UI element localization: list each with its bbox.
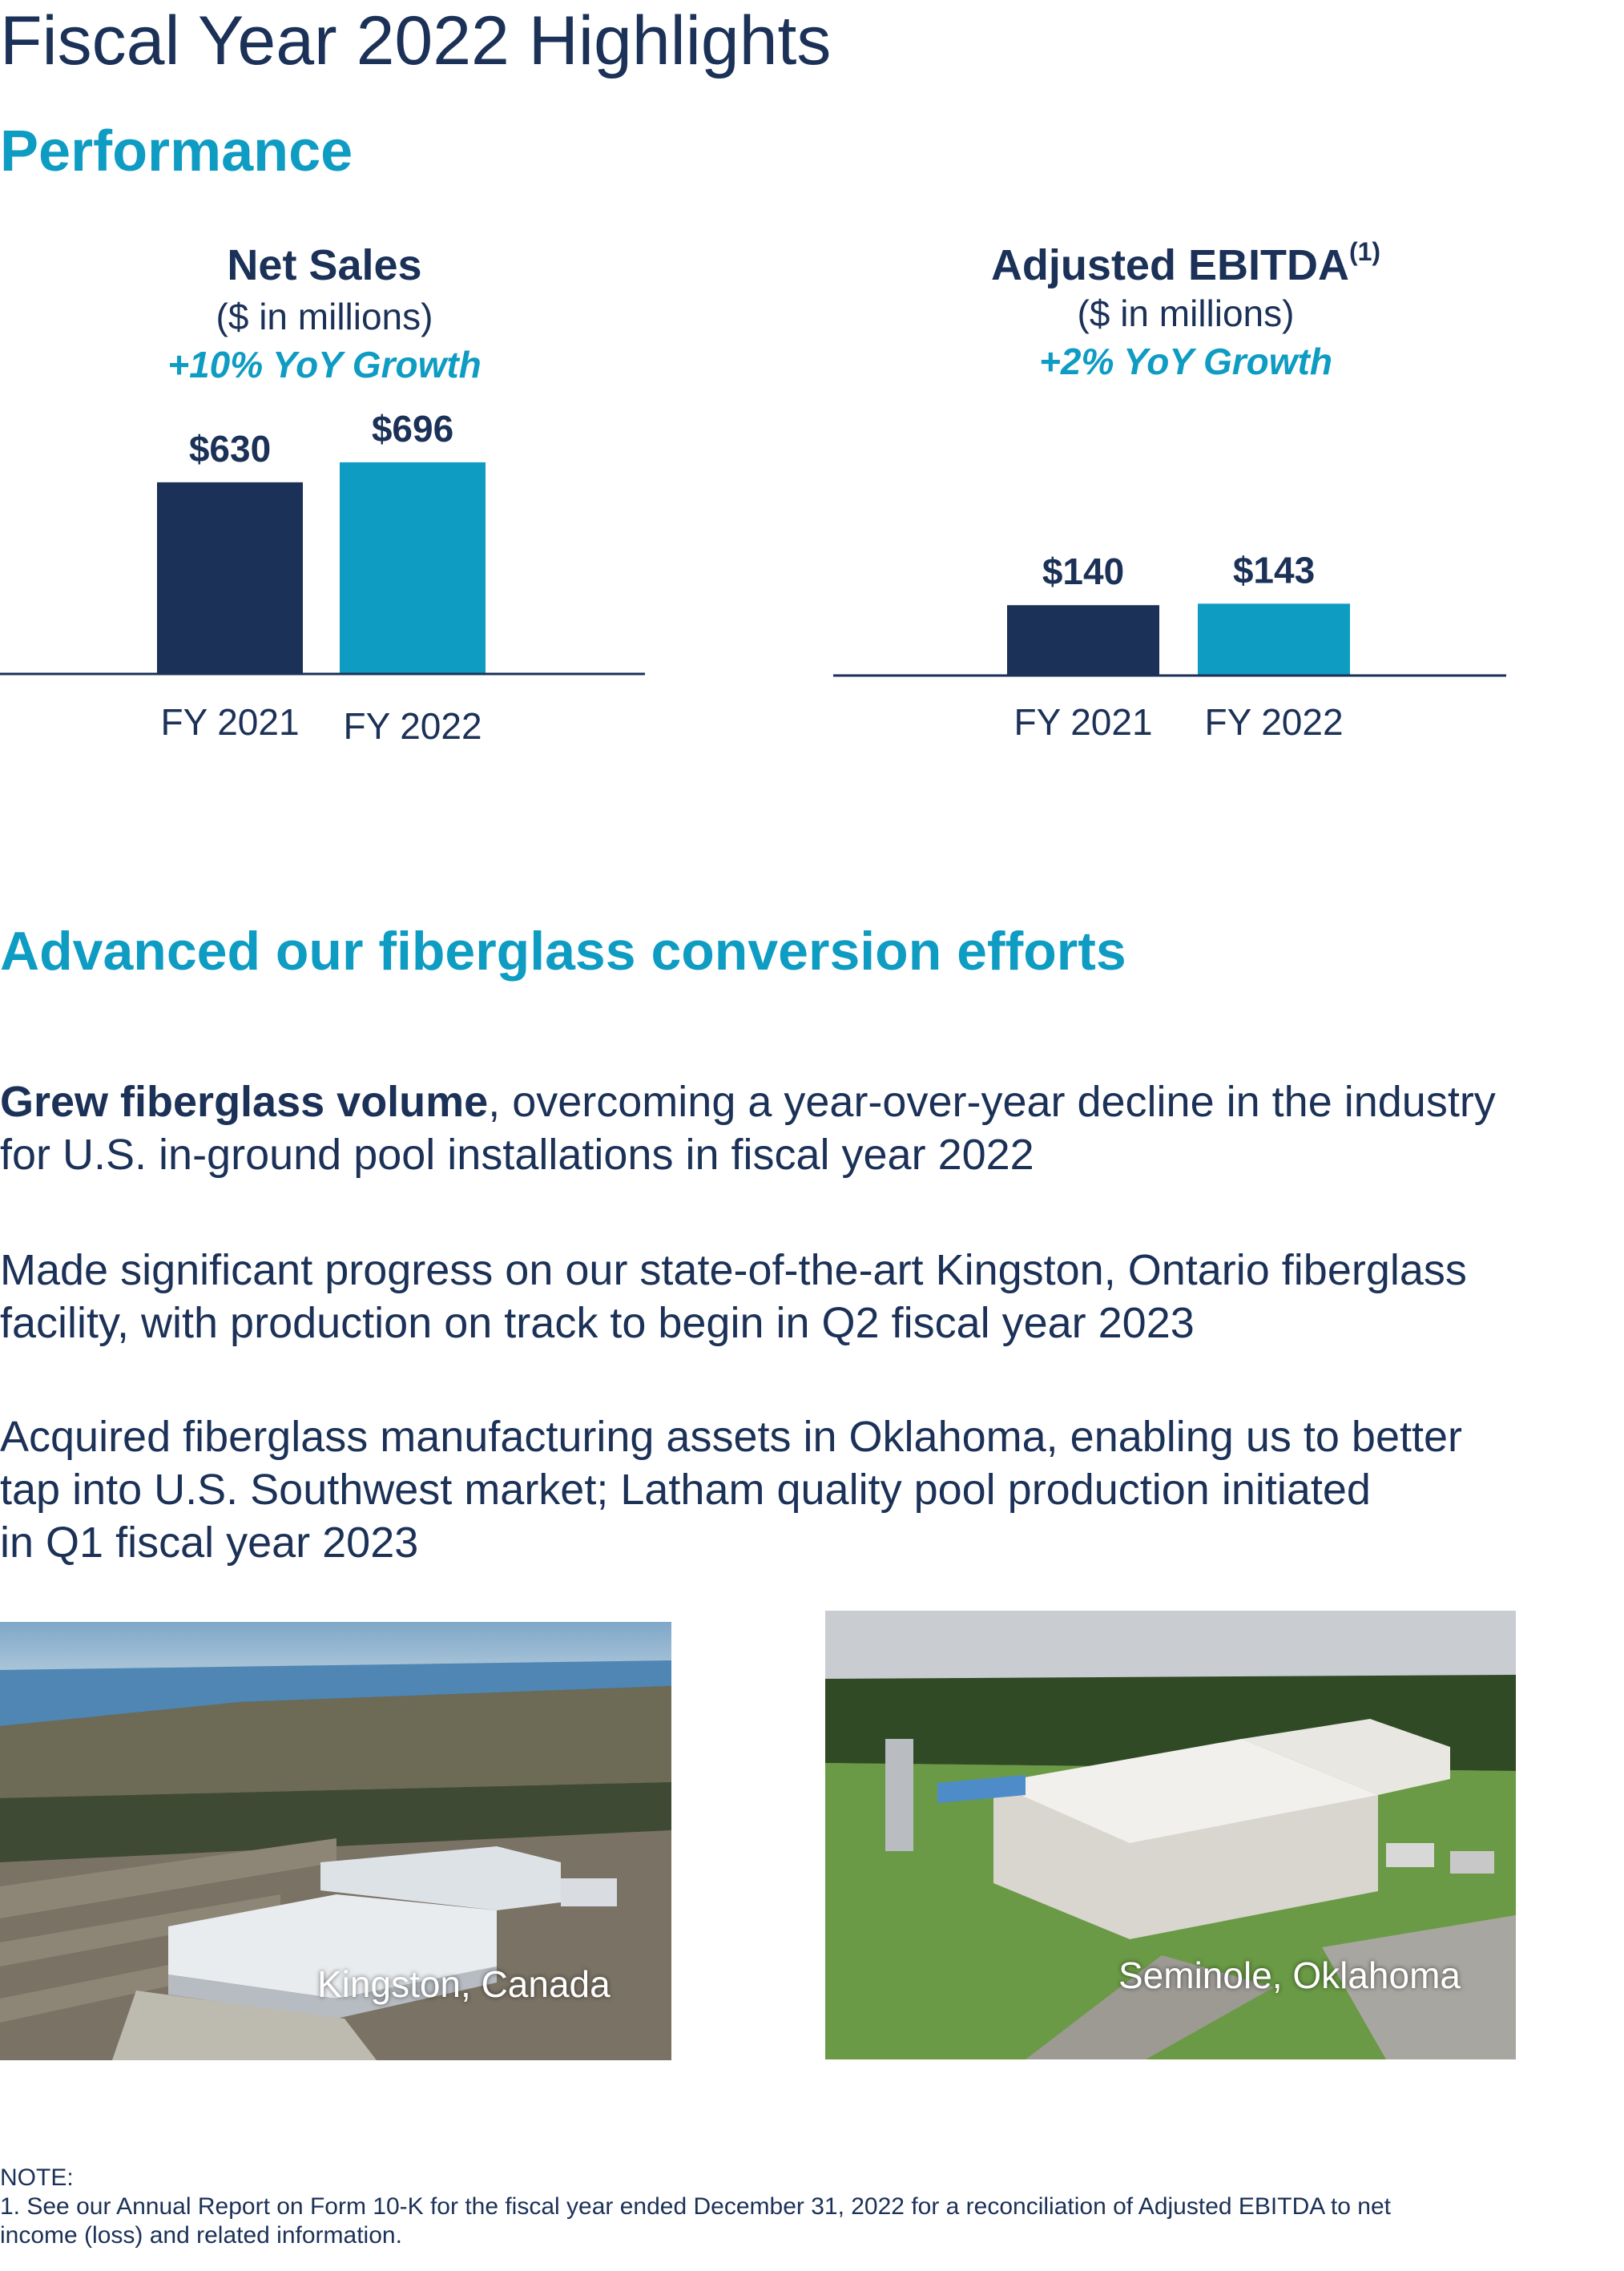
net-sales-title: Net Sales bbox=[227, 241, 422, 289]
note-label: NOTE: bbox=[0, 2164, 74, 2191]
bar-fy2021 bbox=[1007, 605, 1159, 675]
seminole-aerial-image bbox=[825, 1611, 1516, 2059]
tick-label-fy2022: FY 2022 bbox=[1204, 701, 1343, 743]
bullet-oklahoma-assets: Acquired fiberglass manufacturing assets… bbox=[0, 1413, 1463, 1567]
kingston-photo: Kingston, Canada bbox=[0, 1622, 671, 2060]
note-line-1: 1. See our Annual Report on Form 10-K fo… bbox=[0, 2193, 1391, 2220]
ebitda-footnote-ref: (1) bbox=[1348, 237, 1381, 266]
data-label-fy2022: $696 bbox=[372, 408, 453, 450]
bullet-kingston-progress: Made significant progress on our state-o… bbox=[0, 1246, 1467, 1347]
ebitda-chart: $140 $143 FY 2021 FY 2022 bbox=[833, 549, 1506, 743]
kingston-caption: Kingston, Canada bbox=[317, 1963, 611, 2005]
bullet-bold-lead: Grew fiberglass volume bbox=[0, 1078, 489, 1126]
tick-label-fy2021: FY 2021 bbox=[1013, 701, 1152, 743]
page-title: Fiscal Year 2022 Highlights bbox=[0, 2, 832, 79]
bar-fy2021 bbox=[157, 482, 303, 673]
performance-heading: Performance bbox=[0, 119, 353, 184]
ebitda-subtitle: ($ in millions) bbox=[1077, 292, 1295, 334]
data-label-fy2021: $630 bbox=[189, 428, 271, 470]
net-sales-chart: $630 $696 FY 2021 FY 2022 bbox=[0, 408, 645, 747]
note-line-2: income (loss) and related information. bbox=[0, 2222, 402, 2249]
seminole-photo: Seminole, Oklahoma bbox=[825, 1611, 1516, 2059]
bullet-fiberglass-volume: Grew fiberglass volume, overcoming a yea… bbox=[0, 1078, 1496, 1179]
net-sales-growth: +10% YoY Growth bbox=[167, 344, 482, 385]
bar-fy2022 bbox=[1198, 603, 1350, 675]
footnote: NOTE: 1. See our Annual Report on Form 1… bbox=[0, 2164, 1602, 2250]
conversion-heading: Advanced our fiberglass conversion effor… bbox=[0, 921, 1126, 982]
bar-fy2022 bbox=[340, 462, 486, 673]
tick-label-fy2021: FY 2021 bbox=[160, 701, 299, 743]
seminole-caption: Seminole, Oklahoma bbox=[1118, 1954, 1461, 1996]
data-label-fy2021: $140 bbox=[1042, 551, 1124, 592]
kingston-aerial-image bbox=[0, 1622, 671, 2060]
ebitda-title: Adjusted EBITDA(1) bbox=[990, 237, 1381, 289]
data-label-fy2022: $143 bbox=[1233, 549, 1315, 591]
tick-label-fy2022: FY 2022 bbox=[343, 705, 482, 747]
ebitda-growth: +2% YoY Growth bbox=[1039, 341, 1332, 382]
net-sales-subtitle: ($ in millions) bbox=[216, 296, 433, 337]
